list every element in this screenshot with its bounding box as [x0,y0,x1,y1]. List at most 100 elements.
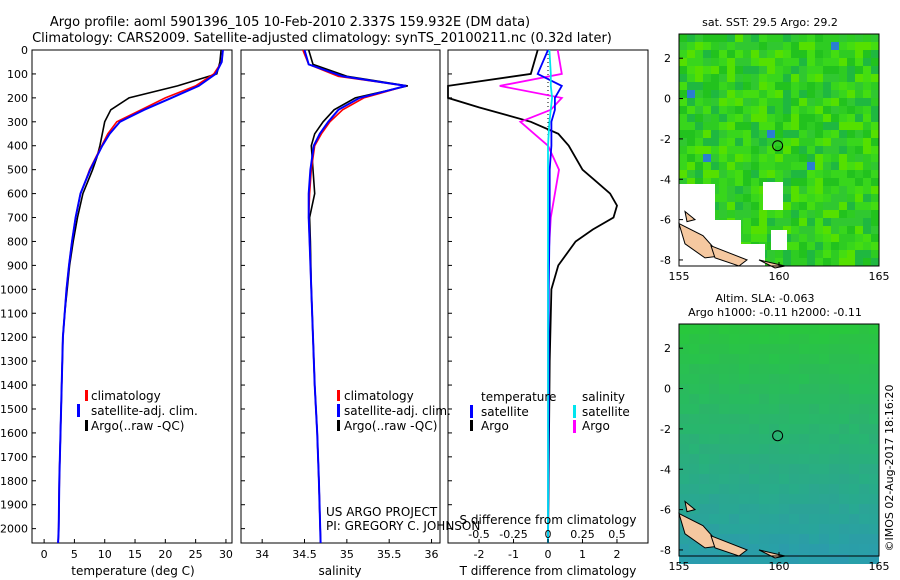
map-cell [807,234,815,242]
map-cell [689,514,699,524]
map-cell [863,178,871,186]
map-cell [789,444,799,454]
depth-tick-label: 1300 [0,355,28,368]
map-cell [727,194,735,202]
map-cell [727,42,735,50]
map-cell [823,250,831,258]
map-cell [871,242,879,250]
map-cell [779,524,789,534]
map-cell [779,424,789,434]
map-cell [823,114,831,122]
temperature-xtick-label: 10 [98,548,112,561]
map-cell [719,384,729,394]
map-cell [863,58,871,66]
map-cell [849,414,859,424]
map-cell [779,394,789,404]
map-cell [679,404,689,414]
map-cell [783,154,791,162]
map-cell [739,534,749,544]
s-diff-xtick-label: 0.25 [570,528,595,541]
map-cell [839,130,847,138]
map-cell [749,354,759,364]
map-cell [849,484,859,494]
map-cell [869,524,879,534]
map-cell [679,138,687,146]
map-cell [709,374,719,384]
map-cell [769,534,779,544]
map-cell [809,354,819,364]
map-cell [679,454,689,464]
map-cell [807,146,815,154]
map-cell [679,66,687,74]
map-cell [799,234,807,242]
map-cell [799,58,807,66]
map-cell [831,82,839,90]
map-cell [823,218,831,226]
map-cell [819,404,829,414]
map-cell [783,186,791,194]
map-cell [711,154,719,162]
map-cell [727,162,735,170]
map-cell [799,154,807,162]
map-cell [809,504,819,514]
map-cell [871,66,879,74]
sal-legend-climatology: climatology [344,389,414,403]
map-cell [687,90,695,98]
map-cell [807,170,815,178]
map-cell [869,494,879,504]
map-cell [823,50,831,58]
map-cell [871,186,879,194]
map-cell [719,414,729,424]
map-cell [719,82,727,90]
map-cell [823,34,831,42]
map-cell [869,454,879,464]
map-cell [791,218,799,226]
map-cell [687,114,695,122]
map-cell [689,334,699,344]
map-cell [807,74,815,82]
map-cell [751,114,759,122]
legend-temp-argo: Argo [481,419,509,433]
map-cell [779,384,789,394]
map-cell [729,464,739,474]
map-cell [759,354,769,364]
map-cell [831,122,839,130]
sla-map-panel: Altim. SLA: -0.063 Argo h1000: -0.11 h20… [660,292,889,573]
map-cell [769,354,779,364]
map-cell [871,210,879,218]
map-cell [871,226,879,234]
map-cell [823,42,831,50]
map-cell [749,384,759,394]
map-cell [749,454,759,464]
map-cell [791,106,799,114]
legend-swatch-satellite [77,404,80,417]
map-cell [767,122,775,130]
map-ytick-label: -2 [660,423,671,436]
map-cell [679,474,689,484]
map-cell [789,344,799,354]
map-cell [727,82,735,90]
t-diff-xtick-label: 2 [613,548,620,561]
map-cell [869,504,879,514]
map-cell [791,170,799,178]
map-cell [839,210,847,218]
map-cell [823,202,831,210]
map-cell [849,434,859,444]
map-cell [751,234,759,242]
map-cell [809,364,819,374]
map-cell [819,504,829,514]
map-cell [799,364,809,374]
map-cell [695,162,703,170]
diff-temp-argo-line [447,49,618,544]
map-cell [729,324,739,334]
map-cell [769,414,779,424]
map-cell [855,74,863,82]
map-cell [799,464,809,474]
map-cell [791,90,799,98]
map-cell [863,154,871,162]
temperature-climatology-line [57,49,224,544]
land-island [678,512,723,549]
map-cell [819,454,829,464]
map-cell [819,464,829,474]
map-cell [859,324,869,334]
